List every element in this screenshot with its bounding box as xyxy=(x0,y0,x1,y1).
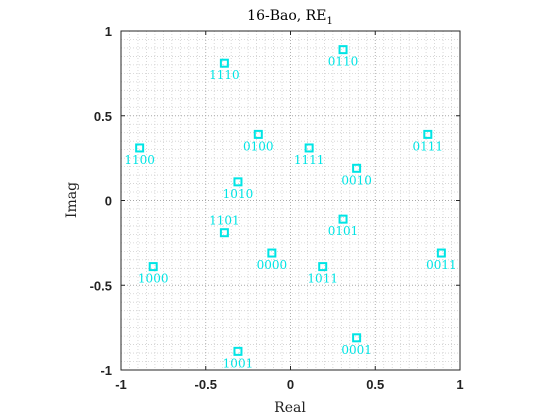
data-point-marker xyxy=(233,346,243,356)
data-point-marker xyxy=(304,143,314,153)
data-point-marker xyxy=(253,129,263,139)
data-point-marker xyxy=(338,45,348,55)
data-point-marker xyxy=(436,248,446,258)
data-point-label: 0001 xyxy=(341,343,372,357)
data-point-label: 1101 xyxy=(209,214,240,228)
y-axis-label: Imag xyxy=(64,182,80,218)
data-point-label: 1111 xyxy=(294,153,325,167)
data-point-label: 1000 xyxy=(138,272,169,286)
data-point-label: 1011 xyxy=(307,272,338,286)
x-tick-label: 0.5 xyxy=(366,377,384,392)
data-point-marker xyxy=(267,248,277,258)
y-tick-label: 0 xyxy=(105,194,112,209)
point-labels: 1110 0110 1100 0100 1111 0111 0010 1010 1101 0101… xyxy=(124,55,456,371)
data-point-marker xyxy=(233,177,243,187)
x-axis-label: Real xyxy=(274,400,306,416)
axis-ticks xyxy=(120,30,461,371)
data-point-marker xyxy=(352,163,362,173)
data-point-label: 0110 xyxy=(328,55,359,69)
data-point-marker xyxy=(352,333,362,343)
data-point-label: 1001 xyxy=(223,356,254,370)
data-point-label: 0010 xyxy=(341,173,372,187)
y-tick-label: 0.5 xyxy=(94,109,112,124)
data-point-label: 0011 xyxy=(426,258,457,272)
data-point-label: 0101 xyxy=(328,224,359,238)
data-point-marker xyxy=(219,58,229,68)
data-point-label: 0000 xyxy=(257,258,288,272)
data-point-label: 0111 xyxy=(413,139,444,153)
y-tick-label: -1 xyxy=(100,363,112,378)
tick-labels: -1 -0.5 0 0.5 1 1 0.5 0 -0.5 -1 xyxy=(90,24,464,392)
x-tick-label: -1 xyxy=(115,377,127,392)
data-point-label: 1100 xyxy=(124,153,155,167)
y-tick-label: 1 xyxy=(105,24,112,39)
data-point-label: 1110 xyxy=(209,68,240,82)
data-point-marker xyxy=(219,228,229,238)
chart-title: 16-Bao, RE1 xyxy=(247,8,333,27)
data-point-marker xyxy=(135,143,145,153)
data-points xyxy=(135,45,446,356)
x-tick-label: -0.5 xyxy=(195,377,217,392)
x-tick-label: 0 xyxy=(287,377,294,392)
data-point-marker xyxy=(423,129,433,139)
x-tick-label: 1 xyxy=(456,377,463,392)
data-point-label: 1010 xyxy=(223,187,254,201)
data-point-label: 0100 xyxy=(243,139,274,153)
data-point-marker xyxy=(148,262,158,272)
major-grid xyxy=(121,31,460,370)
y-tick-label: -0.5 xyxy=(90,278,112,293)
minor-grid xyxy=(121,31,460,370)
data-point-marker xyxy=(318,262,328,272)
data-point-marker xyxy=(338,214,348,224)
